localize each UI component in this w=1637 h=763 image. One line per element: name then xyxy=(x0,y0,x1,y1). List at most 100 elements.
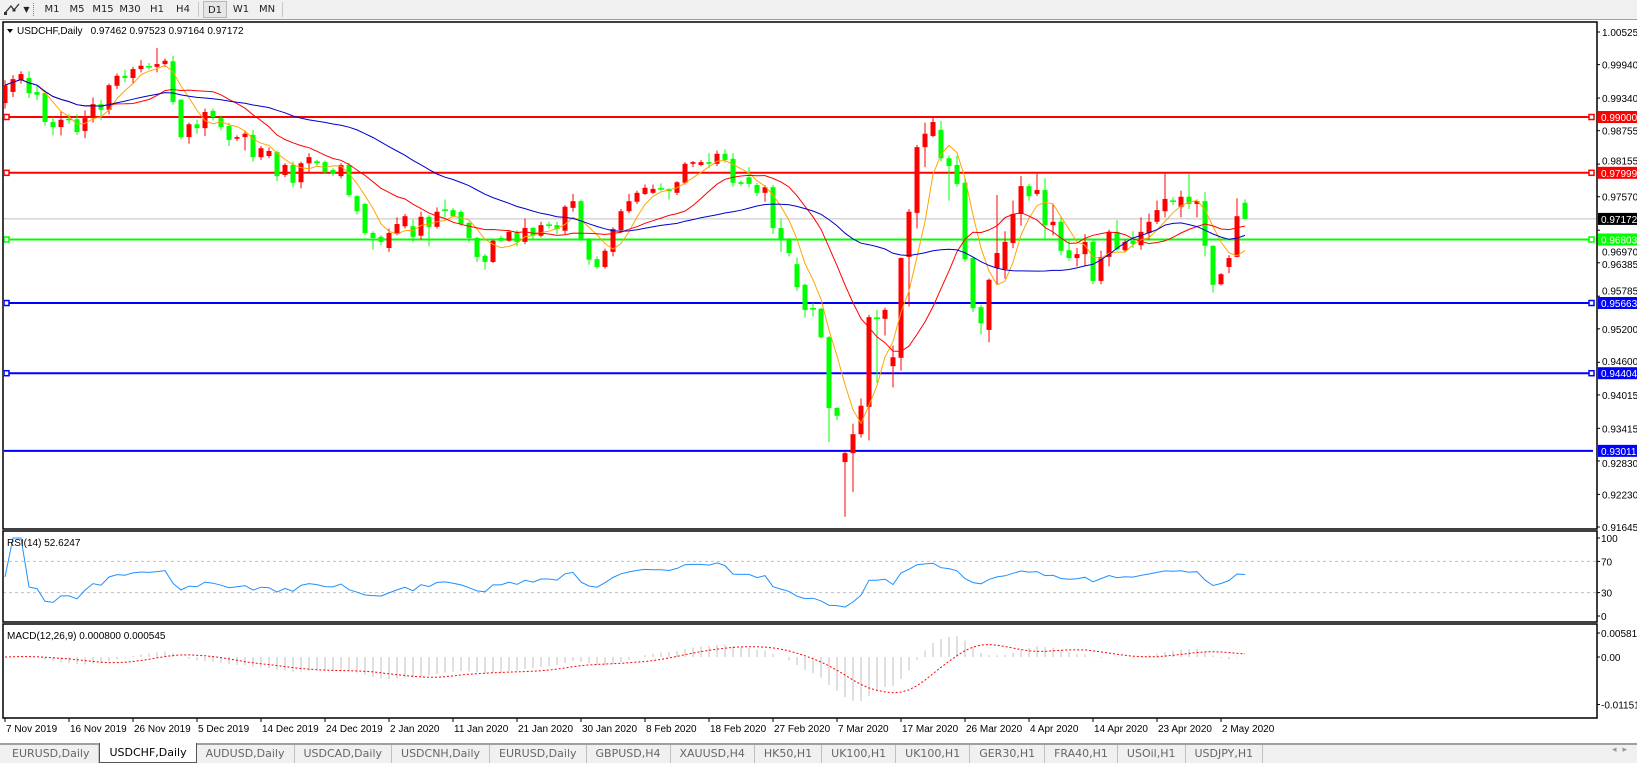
price-tick-label: 0.95785 xyxy=(1602,287,1637,298)
candle xyxy=(594,256,600,269)
candle-body xyxy=(778,227,784,241)
line-handle-right[interactable] xyxy=(1588,113,1595,121)
candle xyxy=(762,185,768,202)
candle-body xyxy=(138,65,144,70)
scroll-right-icon[interactable]: ▸ xyxy=(1622,745,1633,755)
timeframe-w1[interactable]: W1 xyxy=(232,4,250,15)
candle-body xyxy=(690,162,696,164)
chart-tab[interactable]: UK100,H1 xyxy=(822,745,897,763)
candle-body xyxy=(18,74,24,81)
candle xyxy=(682,162,688,185)
candle-body xyxy=(1218,274,1224,285)
chart-tab[interactable]: USDCNH,Daily xyxy=(392,745,491,763)
level-price-tag xyxy=(1598,166,1637,179)
price-tick-label: 0.95200 xyxy=(1602,325,1637,336)
candle-body xyxy=(914,147,920,213)
candle xyxy=(450,207,456,218)
timeframe-m15[interactable]: M15 xyxy=(92,4,114,15)
candle xyxy=(1242,199,1248,220)
chart-tab[interactable]: USDCAD,Daily xyxy=(295,745,393,763)
line-handle-right[interactable] xyxy=(1588,236,1595,243)
chart-tab[interactable]: HK50,H1 xyxy=(755,745,823,763)
timeframe-mn[interactable]: MN xyxy=(258,4,276,15)
tab-scroll-arrows[interactable]: ◂▸ xyxy=(1612,745,1633,755)
chart-tab[interactable]: AUDUSD,Daily xyxy=(197,745,295,763)
candle-body xyxy=(594,259,600,267)
candle xyxy=(410,219,416,243)
chart-window[interactable]: 0.99000 0.97999 0.96803 0.95663 0.94404 0.930… xyxy=(0,0,1637,743)
rsi-panel[interactable] xyxy=(3,537,1597,608)
candle-body xyxy=(354,196,360,212)
level-price-tag xyxy=(1598,444,1637,457)
line-handle-left[interactable] xyxy=(4,369,10,377)
date-tick-label: 11 Jan 2020 xyxy=(454,724,509,735)
toolbar-grip[interactable] xyxy=(33,3,36,16)
candle xyxy=(562,205,568,235)
timeframe-m5[interactable]: M5 xyxy=(69,4,85,15)
candle-body xyxy=(850,434,856,454)
chart-tab[interactable]: EURUSD,Daily xyxy=(3,745,100,763)
line-handle-right[interactable] xyxy=(1588,169,1595,177)
line-handle-left[interactable] xyxy=(4,236,10,243)
candle xyxy=(802,283,808,318)
timeframe-m1[interactable]: M1 xyxy=(44,4,60,15)
price-tick-label: 0.96970 xyxy=(1602,248,1637,259)
line-handle-right[interactable] xyxy=(1588,299,1595,307)
candle-body xyxy=(762,187,768,193)
line-handle-left[interactable] xyxy=(4,169,10,177)
candle xyxy=(642,184,648,196)
timeframe-m30[interactable]: M30 xyxy=(119,4,141,15)
candle-body xyxy=(1082,241,1088,255)
chart-tab[interactable]: GBPUSD,H4 xyxy=(587,745,671,763)
candle-body xyxy=(490,240,496,262)
chart-tab[interactable]: USOil,H1 xyxy=(1118,745,1186,763)
chart-tab[interactable]: GER30,H1 xyxy=(970,745,1046,763)
chart-tab[interactable]: UK100,H1 xyxy=(896,745,971,763)
collapse-triangle-icon[interactable] xyxy=(7,29,13,33)
candle xyxy=(786,237,792,257)
chart-tab[interactable]: EURUSD,Daily xyxy=(490,745,587,763)
scroll-left-icon[interactable]: ◂ xyxy=(1611,745,1623,755)
candle xyxy=(1058,216,1064,256)
macd-signal-line xyxy=(4,644,1246,694)
candle-body xyxy=(818,308,824,338)
candle-body xyxy=(402,216,408,227)
candle-body xyxy=(650,188,656,193)
candle-body xyxy=(26,77,32,94)
candle-body xyxy=(306,157,312,164)
candle xyxy=(1162,173,1168,218)
price-tick-label: 0.99940 xyxy=(1602,61,1637,72)
candle-body xyxy=(754,185,760,193)
candle-body xyxy=(1010,214,1016,243)
candle xyxy=(394,217,400,236)
line-handle-left[interactable] xyxy=(4,299,10,307)
candle xyxy=(34,84,40,101)
macd-panel[interactable] xyxy=(4,636,1246,702)
chart-tab[interactable]: XAUUSD,H4 xyxy=(671,745,755,763)
candle xyxy=(834,406,840,421)
candle-body xyxy=(1234,216,1240,257)
timeframe-d1[interactable]: D1 xyxy=(203,1,227,18)
candle xyxy=(546,221,552,229)
line-handle-left[interactable] xyxy=(4,113,10,121)
dropdown-arrow-icon[interactable]: ▼ xyxy=(23,5,30,14)
chart-tab[interactable]: FRA40,H1 xyxy=(1045,745,1118,763)
main-price-panel[interactable] xyxy=(3,47,1598,517)
candle xyxy=(914,144,920,229)
rsi-line xyxy=(4,537,1246,608)
timeframe-h4[interactable]: H4 xyxy=(176,4,190,15)
price-tick-label: 0.92830 xyxy=(1602,459,1637,470)
candle-body xyxy=(706,162,712,164)
line-handle-right[interactable] xyxy=(1588,369,1595,377)
candle-body xyxy=(226,125,232,140)
chart-tab[interactable]: USDJPY,H1 xyxy=(1186,745,1264,763)
chart-tab[interactable]: USDCHF,Daily xyxy=(99,743,197,763)
candle-body xyxy=(730,158,736,183)
timeframe-h1[interactable]: H1 xyxy=(150,4,164,15)
candle-body xyxy=(1058,221,1064,251)
date-tick-label: 26 Mar 2020 xyxy=(966,724,1023,735)
candle-body xyxy=(1242,202,1248,219)
rsi-panel-frame xyxy=(2,530,1598,623)
line-tools-icon[interactable] xyxy=(2,1,22,18)
candle xyxy=(690,161,696,168)
